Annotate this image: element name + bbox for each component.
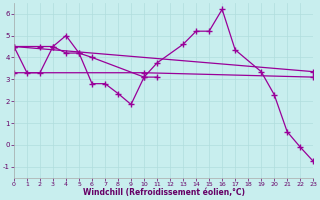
X-axis label: Windchill (Refroidissement éolien,°C): Windchill (Refroidissement éolien,°C) (83, 188, 244, 197)
